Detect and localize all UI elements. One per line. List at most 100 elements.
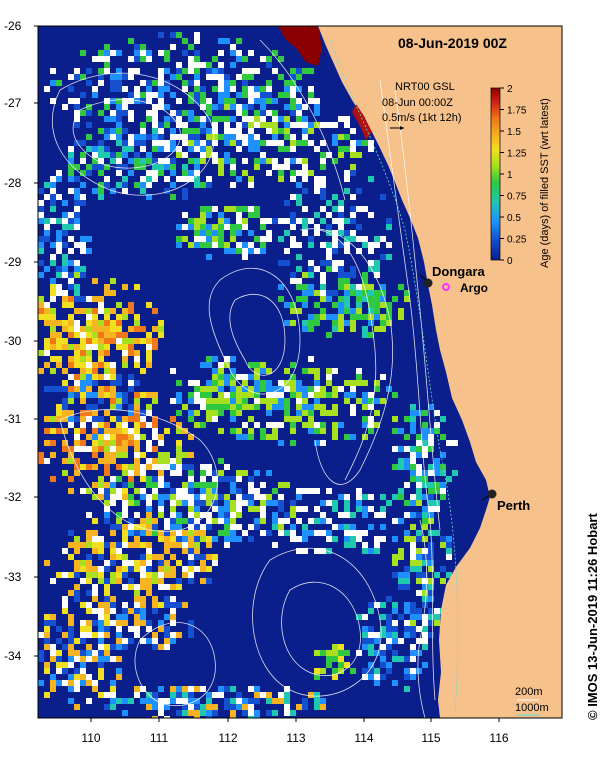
sst-pixel <box>56 656 62 662</box>
sst-pixel <box>188 518 194 524</box>
sst-pixel <box>206 182 212 188</box>
sst-pixel <box>56 428 62 434</box>
sst-pixel <box>140 74 146 80</box>
sst-pixel <box>206 416 212 422</box>
sst-pixel <box>368 212 374 218</box>
sst-pixel <box>158 92 164 98</box>
sst-pixel <box>326 152 332 158</box>
sst-pixel <box>230 530 236 536</box>
sst-pixel <box>164 452 170 458</box>
sst-pixel <box>224 44 230 50</box>
sst-pixel <box>182 602 188 608</box>
sst-pixel <box>44 350 50 356</box>
sst-pixel <box>254 404 260 410</box>
contour-1000-label: 1000m <box>515 702 549 714</box>
sst-pixel <box>158 116 164 122</box>
sst-pixel <box>236 476 242 482</box>
sst-pixel <box>422 446 428 452</box>
sst-pixel <box>278 422 284 428</box>
sst-pixel <box>302 116 308 122</box>
sst-pixel <box>284 434 290 440</box>
sst-pixel <box>350 320 356 326</box>
sst-pixel <box>176 224 182 230</box>
sst-pixel <box>116 524 122 530</box>
sst-pixel <box>158 122 164 128</box>
sst-pixel <box>236 500 242 506</box>
sst-pixel <box>230 224 236 230</box>
sst-pixel <box>302 326 308 332</box>
sst-pixel <box>368 494 374 500</box>
sst-pixel <box>218 428 224 434</box>
sst-pixel <box>116 320 122 326</box>
sst-pixel <box>290 512 296 518</box>
sst-pixel <box>362 542 368 548</box>
sst-pixel <box>260 44 266 50</box>
sst-pixel <box>152 326 158 332</box>
sst-pixel <box>272 392 278 398</box>
sst-pixel <box>170 368 176 374</box>
sst-pixel <box>290 440 296 446</box>
sst-pixel <box>338 668 344 674</box>
sst-pixel <box>86 338 92 344</box>
sst-pixel <box>302 152 308 158</box>
sst-pixel <box>140 134 146 140</box>
sst-pixel <box>134 440 140 446</box>
sst-pixel <box>134 350 140 356</box>
sst-pixel <box>416 572 422 578</box>
sst-pixel <box>116 128 122 134</box>
sst-pixel <box>314 698 320 704</box>
sst-pixel <box>314 212 320 218</box>
sst-pixel <box>224 80 230 86</box>
sst-pixel <box>104 308 110 314</box>
sst-pixel <box>308 128 314 134</box>
sst-pixel <box>218 134 224 140</box>
sst-pixel <box>314 440 320 446</box>
sst-pixel <box>332 302 338 308</box>
sst-pixel <box>248 230 254 236</box>
sst-pixel <box>398 494 404 500</box>
sst-pixel <box>80 272 86 278</box>
sst-pixel <box>182 140 188 146</box>
sst-pixel <box>116 494 122 500</box>
sst-pixel <box>212 134 218 140</box>
sst-pixel <box>74 386 80 392</box>
sst-pixel <box>224 134 230 140</box>
sst-pixel <box>92 494 98 500</box>
sst-pixel <box>404 530 410 536</box>
sst-pixel <box>278 170 284 176</box>
sst-pixel <box>128 410 134 416</box>
sst-pixel <box>266 218 272 224</box>
sst-pixel <box>104 326 110 332</box>
sst-pixel <box>230 80 236 86</box>
sst-pixel <box>230 704 236 710</box>
sst-pixel <box>428 554 434 560</box>
sst-pixel <box>152 104 158 110</box>
sst-pixel <box>308 278 314 284</box>
sst-pixel <box>374 380 380 386</box>
sst-pixel <box>194 716 200 718</box>
sst-pixel <box>92 362 98 368</box>
sst-pixel <box>308 422 314 428</box>
sst-pixel <box>380 302 386 308</box>
sst-pixel <box>278 482 284 488</box>
sst-pixel <box>98 356 104 362</box>
sst-pixel <box>338 224 344 230</box>
sst-pixel <box>320 308 326 314</box>
sst-pixel <box>428 614 434 620</box>
sst-pixel <box>170 500 176 506</box>
sst-pixel <box>92 620 98 626</box>
sst-pixel <box>74 308 80 314</box>
sst-pixel <box>38 296 44 302</box>
sst-pixel <box>146 344 152 350</box>
sst-pixel <box>278 698 284 704</box>
sst-pixel <box>44 410 50 416</box>
sst-pixel <box>194 494 200 500</box>
sst-pixel <box>224 122 230 128</box>
sst-pixel <box>290 524 296 530</box>
sst-pixel <box>344 218 350 224</box>
sst-pixel <box>110 158 116 164</box>
sst-pixel <box>206 464 212 470</box>
sst-pixel <box>164 632 170 638</box>
sst-pixel <box>80 368 86 374</box>
sst-pixel <box>314 314 320 320</box>
